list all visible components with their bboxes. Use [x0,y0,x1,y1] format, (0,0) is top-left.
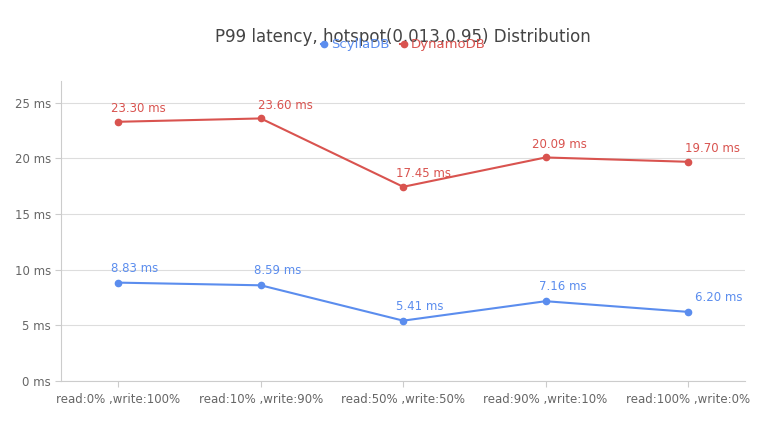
Legend: ScyllaDB, DynamoDB: ScyllaDB, DynamoDB [316,33,491,57]
DynamoDB [541,155,550,160]
Text: 5.41 ms: 5.41 ms [396,300,444,313]
ScyllaDB [399,318,408,323]
DynamoDB [114,119,123,125]
ScyllaDB [684,309,693,314]
Line: ScyllaDB: ScyllaDB [115,280,691,324]
Text: 17.45 ms: 17.45 ms [396,167,452,180]
Text: 19.70 ms: 19.70 ms [685,142,740,155]
ScyllaDB [257,283,266,288]
DynamoDB [257,116,266,121]
Text: 23.60 ms: 23.60 ms [258,99,313,112]
Text: 23.30 ms: 23.30 ms [111,102,166,115]
Line: DynamoDB: DynamoDB [115,115,691,190]
DynamoDB [684,159,693,164]
Text: 6.20 ms: 6.20 ms [695,291,743,304]
Text: 7.16 ms: 7.16 ms [538,280,586,293]
Text: 8.59 ms: 8.59 ms [254,264,301,277]
Text: 20.09 ms: 20.09 ms [531,138,587,151]
Title: P99 latency, hotspot(0.013,0.95) Distribution: P99 latency, hotspot(0.013,0.95) Distrib… [215,28,591,46]
Text: 8.83 ms: 8.83 ms [111,262,159,275]
ScyllaDB [114,280,123,285]
DynamoDB [399,184,408,190]
ScyllaDB [541,298,550,304]
